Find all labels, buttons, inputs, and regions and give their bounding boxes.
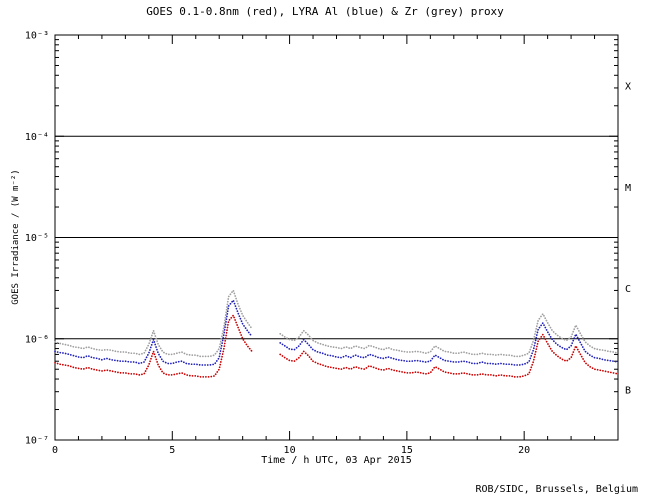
series-lyra-al-proxy bbox=[54, 298, 619, 366]
y-tick-label: 10⁻⁶ bbox=[25, 334, 49, 345]
x-axis-title: Time / h UTC, 03 Apr 2015 bbox=[261, 455, 412, 466]
flare-class-label-x: X bbox=[625, 82, 631, 93]
flare-class-label-b: B bbox=[625, 385, 631, 396]
series-lyra-zr-proxy bbox=[54, 288, 619, 358]
x-tick-label: 5 bbox=[169, 445, 175, 456]
y-tick-label: 10⁻⁴ bbox=[25, 132, 49, 143]
flare-class-label-m: M bbox=[625, 183, 631, 194]
x-tick-label: 20 bbox=[518, 445, 530, 456]
x-tick-label: 0 bbox=[52, 445, 58, 456]
x-tick-label: 15 bbox=[401, 445, 413, 456]
y-tick-label: 10⁻³ bbox=[25, 31, 49, 42]
chart-title: GOES 0.1-0.8nm (red), LYRA Al (blue) & Z… bbox=[146, 5, 504, 18]
y-tick-label: 10⁻⁵ bbox=[25, 233, 49, 244]
x-tick-label: 10 bbox=[284, 445, 296, 456]
flare-class-label-c: C bbox=[625, 284, 631, 295]
credit-text: ROB/SIDC, Brussels, Belgium bbox=[475, 484, 638, 495]
series-goes-0-1-0-8nm bbox=[54, 313, 619, 378]
y-tick-label: 10⁻⁷ bbox=[25, 436, 49, 447]
